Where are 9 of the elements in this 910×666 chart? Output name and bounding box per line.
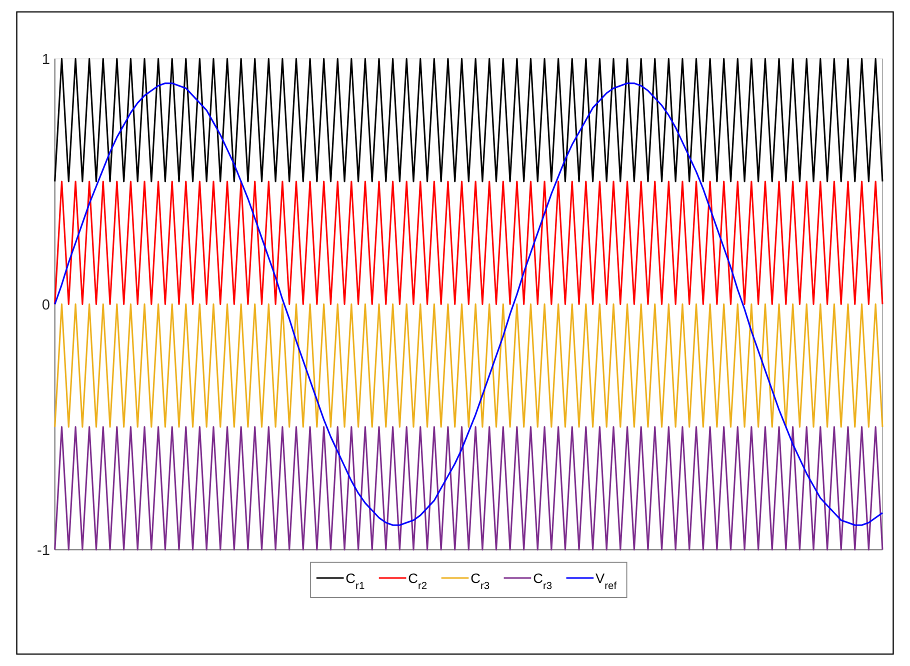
y-tick-label: 0	[42, 297, 50, 314]
legend-label: C$_{r3}$	[533, 570, 552, 592]
line-series	[54, 82, 884, 526]
legend-label: C$_{r1}$	[346, 570, 365, 592]
y-tick-label: 1	[42, 52, 50, 68]
legend-label: C$_{r2}$	[408, 570, 428, 592]
legend-label: C$_{r3}$	[470, 570, 490, 592]
y-tick-label: -1	[36, 542, 50, 559]
legend-label: V$_{ref}$	[596, 570, 617, 592]
